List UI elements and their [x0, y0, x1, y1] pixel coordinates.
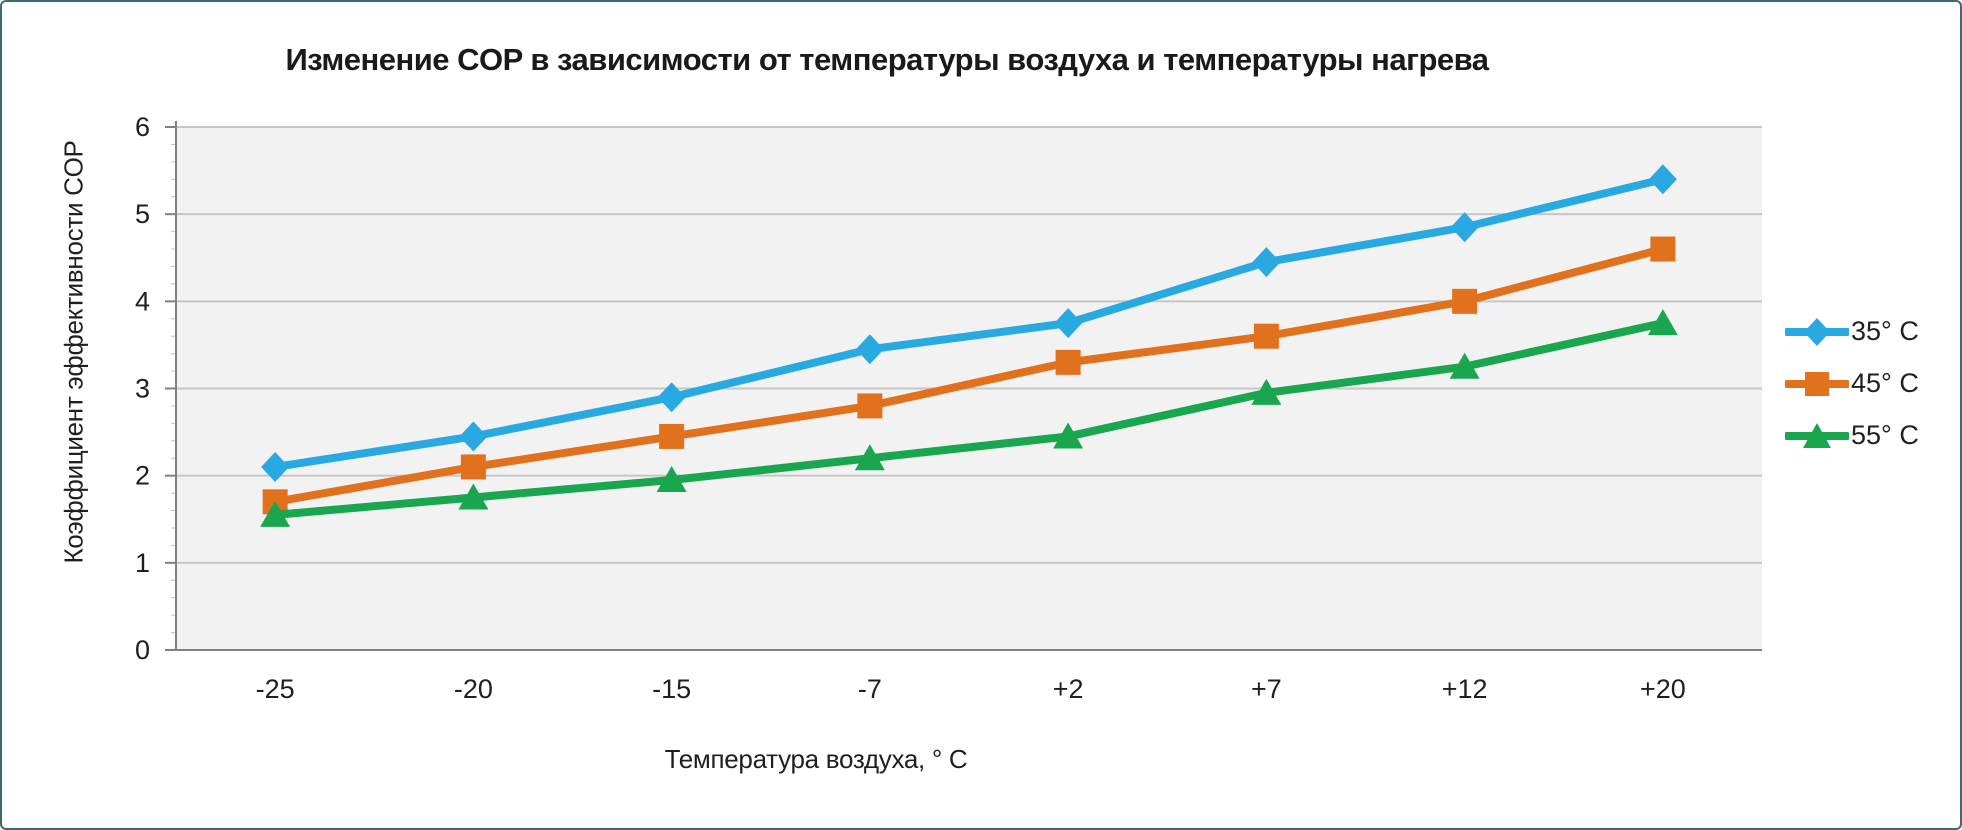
square-marker-icon	[1785, 371, 1849, 396]
y-tick-label: 6	[135, 112, 150, 142]
series-35c-marker	[1450, 212, 1479, 243]
series-55c-marker	[854, 444, 885, 471]
y-tick-label: 0	[135, 635, 150, 665]
chart-title: Изменение COP в зависимости от температу…	[285, 42, 1489, 77]
legend-label: 55° С	[1851, 420, 1919, 450]
triangle-marker-icon	[1785, 422, 1849, 448]
legend-item-35c: 35° С	[1785, 316, 1919, 347]
series-45c-line	[271, 245, 1667, 506]
y-tick-label: 2	[135, 461, 150, 491]
series-55c-marker	[1053, 422, 1084, 449]
series-35c-marker	[1054, 308, 1083, 339]
x-tick-label: -25	[256, 674, 295, 704]
series-55c-marker	[458, 483, 489, 510]
series-35c-line	[271, 175, 1667, 471]
series-35c-marker	[1648, 164, 1677, 195]
x-tick-label: +12	[1442, 674, 1488, 704]
series-35c-marker	[1252, 247, 1281, 278]
series-45c-marker	[857, 393, 883, 419]
series-55c-marker	[260, 500, 291, 527]
series-55c-marker	[656, 466, 687, 493]
series-45c-marker	[659, 423, 685, 449]
series-35c-marker	[459, 421, 488, 452]
series-35c-marker	[855, 334, 884, 365]
x-tick-label: +20	[1640, 674, 1686, 704]
x-tick-label: -20	[454, 674, 493, 704]
x-tick-label: +7	[1251, 674, 1282, 704]
series-45c-marker	[1253, 323, 1279, 349]
series-45c-marker	[1650, 236, 1676, 262]
legend: 35° С 45° С 55° С	[1785, 316, 1919, 451]
legend-item-45c: 45° С	[1785, 368, 1919, 399]
y-tick-label: 5	[135, 199, 150, 229]
series-45c-marker	[460, 454, 486, 480]
x-tick-label: -7	[858, 674, 882, 704]
x-tick-label: -15	[652, 674, 691, 704]
series-45c-marker	[1055, 349, 1081, 375]
series-35c-marker	[657, 382, 686, 413]
y-tick-label: 3	[135, 374, 150, 404]
y-tick-label: 4	[135, 286, 150, 316]
series-55c-marker	[1449, 352, 1480, 379]
diamond-marker-icon	[1785, 317, 1849, 346]
legend-label: 35° С	[1851, 316, 1919, 346]
legend-item-55c: 55° С	[1785, 420, 1919, 451]
series-55c-marker	[1647, 309, 1678, 336]
series-55c-line	[271, 319, 1667, 519]
series-55c-marker	[1251, 378, 1282, 405]
x-axis-title: Температура воздуха, ° С	[664, 744, 968, 774]
series-35c-marker	[261, 451, 290, 482]
series-45c-marker	[1452, 288, 1478, 314]
y-tick-label: 1	[135, 548, 150, 578]
legend-label: 45° С	[1851, 368, 1919, 398]
x-tick-label: +2	[1053, 674, 1084, 704]
